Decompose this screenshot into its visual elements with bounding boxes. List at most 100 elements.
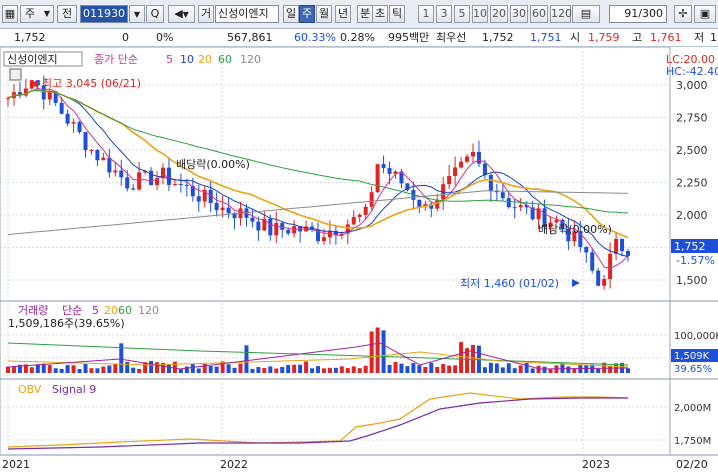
chevron-down-icon: ▼: [43, 9, 50, 18]
candle: [59, 102, 64, 114]
volume-bar: [95, 368, 100, 373]
candle: [6, 98, 10, 100]
volume-bar: [23, 364, 28, 373]
volume-bar: [387, 364, 392, 373]
volume-bar: [214, 366, 219, 373]
x-axis-label: 2023: [582, 458, 610, 471]
candle: [363, 206, 368, 215]
market-type-dropdown[interactable]: 주 ▼: [20, 5, 54, 23]
period-tab-5[interactable]: 초: [372, 5, 388, 23]
volume-bar: [399, 363, 404, 373]
volume-bar: [494, 363, 499, 373]
high-label: 고: [632, 31, 643, 44]
candle: [381, 164, 386, 168]
volume-bar: [89, 368, 94, 373]
volume-bar: [351, 366, 356, 373]
volume-bar: [488, 362, 493, 373]
sound-toggle[interactable]: ◀▼: [168, 5, 195, 23]
candle: [476, 151, 481, 164]
display-count-field[interactable]: 91/300: [609, 5, 667, 23]
interval-button-30[interactable]: 30: [510, 5, 528, 23]
candle: [339, 233, 344, 236]
calendar-button[interactable]: ▤: [572, 5, 600, 23]
crosshair-toggle[interactable]: ✢: [674, 5, 692, 23]
plot-frame: [0, 47, 671, 456]
stock-code-input[interactable]: 011930: [80, 5, 128, 23]
period-tab-6[interactable]: 틱: [389, 5, 405, 23]
toolbar: ▦ 주 ▼ 전 011930 ▼ Q ◀▼ 거 신성이엔지 ▤ 91/300 ✢ …: [0, 0, 718, 29]
candle: [89, 150, 94, 152]
interval-button-120[interactable]: 120: [550, 5, 572, 23]
candle: [369, 192, 374, 207]
interval-button-1[interactable]: 1: [418, 5, 434, 23]
best-ask-label: 최우선: [436, 31, 467, 44]
volume-bar: [369, 331, 374, 373]
volume-bar: [196, 368, 201, 373]
volume-bar: [47, 365, 52, 373]
candle: [274, 222, 279, 236]
volume-bar: [375, 327, 380, 373]
ma-period-60: 60: [218, 53, 232, 66]
open-label: 시: [570, 31, 581, 44]
volume-bar: [417, 365, 422, 373]
current-price-tag: 1,752: [674, 240, 706, 253]
stock-chart[interactable]: 3,0002,7502,5002,2502,0001,7501,500신성이엔지…: [0, 47, 718, 472]
low-price: 1: [710, 31, 717, 44]
chart-menu-icon[interactable]: ▦: [2, 5, 18, 23]
candle: [524, 205, 529, 208]
grid-toggle-icon[interactable]: [9, 68, 22, 81]
search-button[interactable]: Q: [146, 5, 164, 23]
volume-bar: [471, 345, 475, 373]
volume-bar: [286, 365, 291, 373]
volume-ratio-tag: 39.65%: [674, 364, 712, 375]
stock-name-field: 신성이엔지: [215, 5, 279, 23]
interval-button-20[interactable]: 20: [490, 5, 508, 23]
interval-button-10[interactable]: 10: [472, 5, 488, 23]
price-change-pct: 0%: [156, 31, 174, 44]
volume-bar: [292, 364, 297, 373]
interval-button-60[interactable]: 60: [530, 5, 548, 23]
volume-bar: [178, 368, 183, 373]
crosshair-icon: ✢: [678, 7, 688, 20]
best-bid: 1,751: [530, 31, 562, 44]
period-tab-0[interactable]: 일: [283, 5, 299, 23]
obv-line: [7, 392, 629, 448]
market-type-value: 주: [25, 7, 36, 20]
period-tab-2[interactable]: 월: [316, 5, 332, 23]
price-tick-label: 2,750: [676, 112, 708, 125]
interval-button-3[interactable]: 3: [436, 5, 452, 23]
candle: [113, 170, 118, 173]
candle: [208, 189, 213, 203]
candle: [137, 172, 142, 190]
volume-bar: [566, 366, 571, 373]
obv-signal-line: [7, 397, 628, 450]
volume-bar: [447, 365, 452, 373]
volume-bar: [107, 365, 112, 373]
price-tick-label: 2,000: [676, 209, 708, 222]
mode-button[interactable]: 전: [57, 5, 77, 23]
volume-value-label: 1,509,186주(39.65%): [8, 317, 125, 330]
candle: [375, 164, 380, 193]
candle: [280, 222, 285, 230]
settings-button[interactable]: ▣: [694, 5, 716, 23]
candle: [459, 161, 464, 168]
period-tab-4[interactable]: 분: [357, 5, 373, 23]
interval-button-5[interactable]: 5: [454, 5, 470, 23]
candle: [107, 157, 112, 173]
volume-bar: [143, 362, 148, 373]
volume-bar: [166, 364, 171, 373]
candle: [327, 230, 332, 238]
volume-bar: [71, 365, 76, 373]
volume-bar: [119, 343, 124, 373]
period-tab-1[interactable]: 주: [299, 5, 315, 23]
list-button[interactable]: 거: [198, 5, 214, 23]
x-axis-label: 02/20: [676, 458, 708, 471]
low-arrow-icon: [572, 279, 580, 287]
volume-bar: [393, 361, 398, 373]
low-label: 저: [694, 31, 705, 44]
code-dropdown-button[interactable]: ▼: [129, 5, 145, 23]
volume-bar: [137, 368, 142, 373]
period-tab-3[interactable]: 년: [335, 5, 351, 23]
candle: [226, 207, 231, 214]
volume-bar: [548, 368, 553, 373]
